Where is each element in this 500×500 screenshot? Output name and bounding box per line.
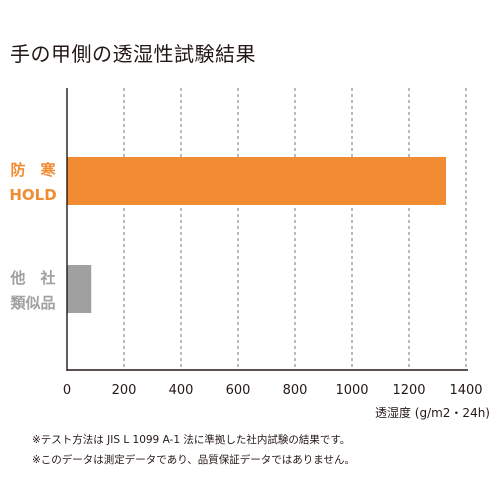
category-label-0-line-0: 防 寒 — [10, 161, 56, 179]
x-tick-label-0: 0 — [63, 383, 71, 398]
x-tick-label-800: 800 — [283, 383, 308, 398]
chart-title: 手の甲側の透湿性試験結果 — [10, 42, 256, 66]
x-tick-label-1200: 1200 — [392, 383, 425, 398]
x-tick-label-600: 600 — [226, 383, 251, 398]
x-tick-label-400: 400 — [169, 383, 194, 398]
x-axis-title: 透湿度 (g/m2・24h) — [375, 405, 490, 420]
bar-1 — [67, 265, 92, 313]
category-label-1-line-1: 類似品 — [9, 294, 55, 312]
category-label-0-line-1: HOLD — [9, 186, 56, 204]
x-tick-label-200: 200 — [112, 383, 137, 398]
footnote-disclaimer: ※このデータは測定データであり、品質保証データではありません。 — [32, 454, 355, 466]
footnotes: ※テスト方法は JIS L 1099 A-1 法に準拠した社内試験の結果です。 … — [32, 430, 355, 470]
x-tick-label-1000: 1000 — [335, 383, 368, 398]
category-label-1-line-0: 他 社 — [9, 269, 55, 287]
x-tick-label-1400: 1400 — [449, 383, 482, 398]
footnote-test-method: ※テスト方法は JIS L 1099 A-1 法に準拠した社内試験の結果です。 — [32, 434, 351, 446]
bar-0 — [67, 157, 447, 205]
